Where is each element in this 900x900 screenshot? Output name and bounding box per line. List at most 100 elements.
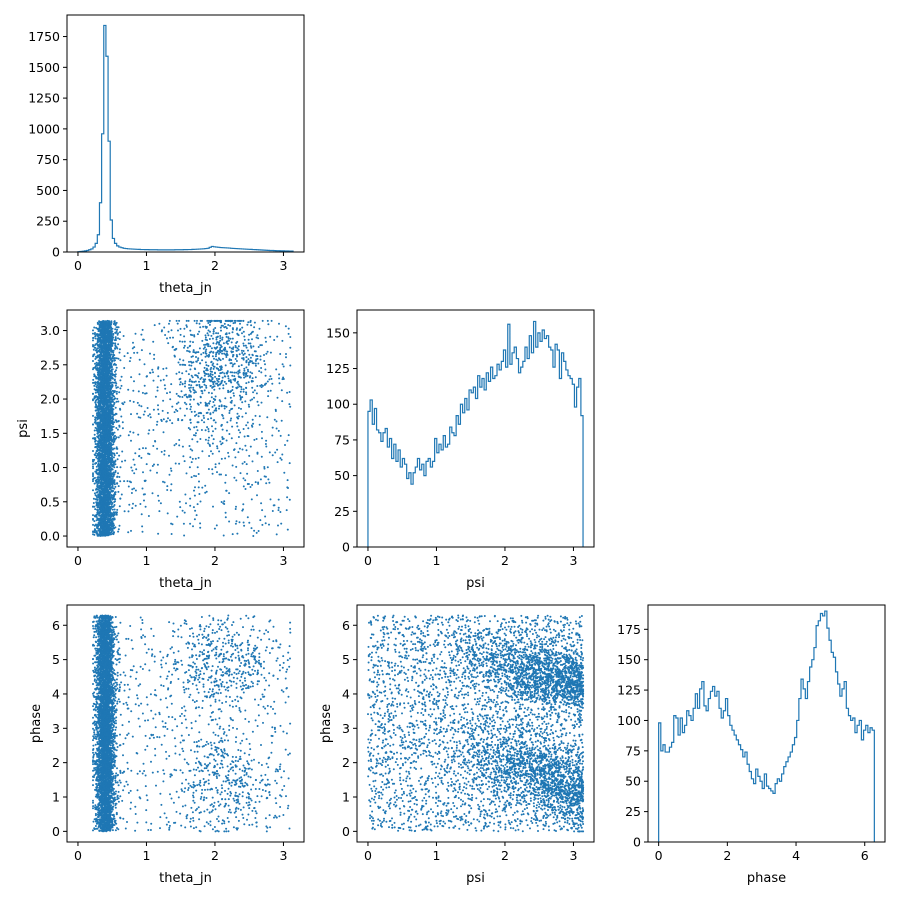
scatter-point (237, 345, 240, 348)
scatter-point (92, 523, 94, 526)
scatter-point (218, 462, 221, 465)
scatter-point (249, 332, 252, 335)
scatter-point (283, 471, 286, 474)
scatter-point (93, 373, 96, 376)
scatter-point (229, 337, 232, 340)
scatter-point (281, 400, 284, 403)
scatter-point (244, 344, 247, 347)
scatter-point (230, 362, 233, 365)
scatter-point (94, 508, 97, 511)
y-tick-label: 0 (52, 245, 60, 260)
scatter-point (258, 415, 261, 418)
scatter-point (159, 502, 162, 505)
scatter-point (231, 365, 234, 368)
scatter-point (247, 427, 250, 430)
scatter-point (137, 390, 140, 393)
scatter-point (252, 391, 255, 394)
scatter-point (238, 376, 241, 378)
scatter-point (230, 408, 233, 411)
scatter-point (224, 511, 227, 514)
scatter-point (281, 339, 284, 342)
scatter-point (113, 527, 116, 530)
scatter-point (123, 401, 126, 404)
scatter-point (116, 458, 119, 461)
scatter-point (184, 382, 186, 385)
scatter-point (242, 342, 245, 345)
scatter-point (129, 430, 132, 433)
scatter-point (119, 359, 122, 362)
y-tick-label: 250 (36, 214, 60, 229)
scatter-point (196, 429, 199, 432)
scatter-point (136, 401, 139, 404)
scatter-point (242, 521, 245, 524)
scatter-point (267, 390, 270, 393)
scatter-point (164, 334, 167, 336)
scatter-point (247, 338, 250, 341)
scatter-point (235, 465, 238, 468)
scatter-point (204, 343, 207, 346)
scatter-point (225, 352, 228, 355)
scatter-point (234, 358, 237, 360)
scatter-point (197, 456, 200, 459)
scatter-point (221, 414, 224, 417)
scatter-point (193, 351, 196, 354)
scatter-point (242, 319, 245, 322)
scatter-point (196, 402, 199, 405)
scatter-point (286, 528, 289, 531)
scatter-point (260, 384, 263, 386)
scatter-point (211, 468, 214, 471)
scatter-point (239, 376, 242, 379)
scatter-point (152, 429, 155, 431)
scatter-point (190, 410, 193, 413)
scatter-point (277, 524, 279, 527)
scatter-point (117, 485, 120, 488)
scatter-point (148, 413, 151, 416)
scatter-point (204, 484, 207, 487)
scatter-point (227, 391, 230, 394)
scatter-point (201, 450, 204, 453)
scatter-point (186, 349, 189, 352)
scatter-point (115, 513, 118, 516)
scatter-point (243, 461, 246, 463)
scatter-point (249, 445, 252, 448)
scatter-point (276, 335, 279, 338)
scatter-point (192, 388, 195, 391)
scatter-point (163, 384, 166, 387)
scatter-point (166, 392, 168, 395)
scatter-point (129, 356, 132, 359)
scatter-point (256, 451, 259, 454)
scatter-point (196, 319, 198, 322)
scatter-point (263, 360, 266, 362)
scatter-point (239, 328, 242, 331)
scatter-point (109, 411, 112, 414)
x-tick-label: 2 (211, 258, 219, 273)
scatter-point (179, 506, 182, 509)
scatter-point (245, 393, 248, 396)
scatter-point (153, 353, 156, 356)
scatter-point (201, 390, 204, 393)
scatter-point (178, 444, 181, 447)
scatter-point (163, 453, 166, 456)
scatter-point (162, 431, 165, 434)
scatter-point (102, 439, 105, 442)
scatter-point (233, 476, 236, 479)
scatter-point (189, 408, 192, 411)
scatter-point (142, 338, 145, 341)
scatter-point (93, 524, 96, 527)
scatter-point (243, 367, 246, 370)
scatter-point (254, 364, 257, 367)
scatter-point (250, 527, 253, 530)
scatter-point (121, 460, 123, 463)
scatter-point (278, 373, 281, 376)
scatter-point (116, 397, 119, 400)
scatter-point (116, 482, 119, 485)
scatter-point (113, 359, 116, 362)
scatter-point (242, 428, 245, 430)
scatter-point (117, 326, 120, 329)
scatter-point (288, 403, 291, 406)
scatter-point (143, 493, 146, 496)
scatter-point (228, 433, 231, 435)
scatter-point (181, 340, 184, 343)
scatter-point (189, 368, 192, 371)
scatter-point (235, 371, 238, 374)
